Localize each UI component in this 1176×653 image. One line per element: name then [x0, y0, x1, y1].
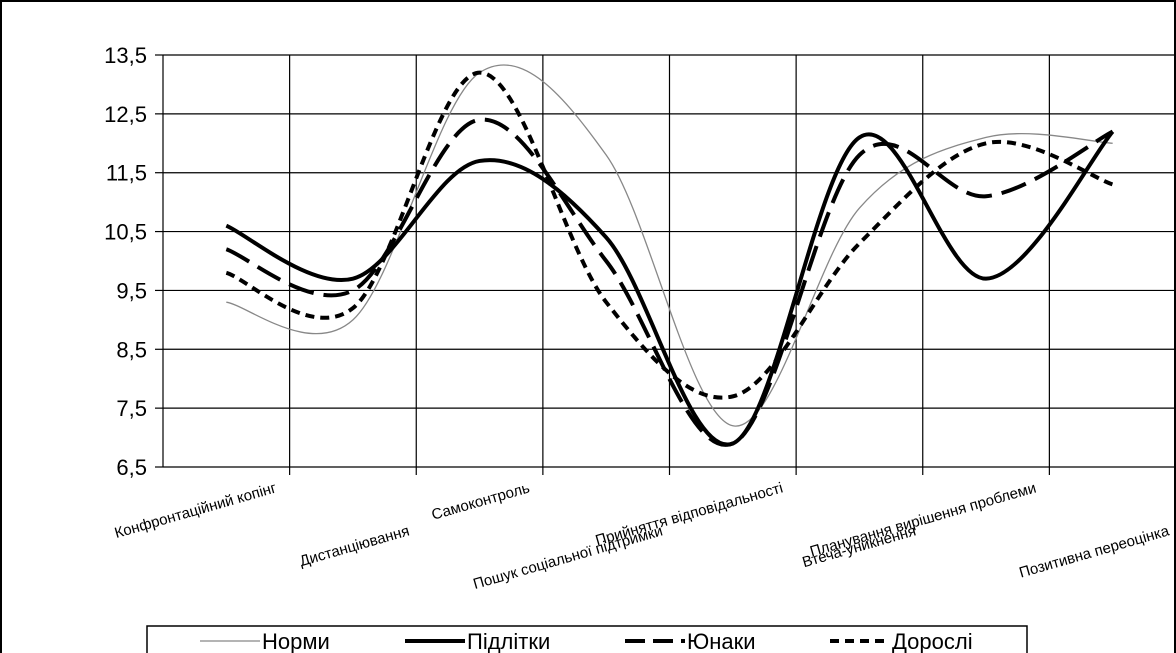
y-tick-label: 6,5	[116, 455, 147, 480]
legend-label: Норми	[262, 629, 330, 653]
legend: Норми Підлітки Юнаки Дорослі	[146, 625, 1028, 653]
series-line-1	[226, 64, 1113, 427]
legend-label: Дорослі	[892, 629, 973, 653]
gridlines	[155, 54, 1176, 475]
y-tick-label: 10,5	[104, 220, 147, 245]
series-lines	[225, 64, 1115, 447]
legend-label: Юнаки	[687, 629, 756, 653]
y-axis-tick-labels: 6,5 7,5 8,5 9,5 10,5 11,5 12,5 13,5	[104, 43, 147, 480]
y-tick-label: 11,5	[106, 161, 147, 186]
y-tick-label: 9,5	[116, 278, 147, 303]
y-tick-label: 8,5	[116, 337, 147, 362]
y-tick-label: 7,5	[116, 396, 147, 421]
series-line-3	[225, 117, 1114, 447]
y-tick-label: 12,5	[104, 102, 147, 127]
series-line-4	[225, 70, 1114, 400]
y-tick-label: 13,5	[104, 43, 147, 68]
series-line-2	[225, 130, 1115, 447]
legend-label: Підлітки	[467, 629, 550, 653]
